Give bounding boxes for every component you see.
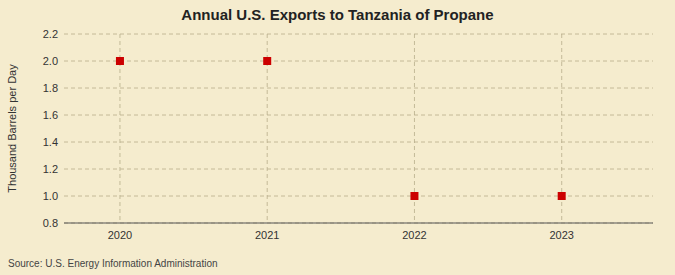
point <box>558 192 566 200</box>
grid <box>64 34 653 223</box>
y-tick-label: 1.0 <box>43 190 58 202</box>
y-tick-label: 1.4 <box>43 136 58 148</box>
grid-line-y <box>64 34 653 35</box>
y-tick-label: 2.0 <box>43 55 58 67</box>
x-tick-label: 2021 <box>255 229 279 241</box>
grid-line-y <box>64 115 653 116</box>
grid-line-y <box>64 61 653 62</box>
y-tick-label: 1.2 <box>43 163 58 175</box>
source: Source: U.S. Energy Information Administ… <box>8 258 218 269</box>
y-tick-label: 0.8 <box>43 217 58 229</box>
title: Annual U.S. Exports to Tanzania of Propa… <box>181 6 493 23</box>
x-tick-label: 2022 <box>402 229 426 241</box>
x-axis-line <box>64 223 653 224</box>
y-tick-label: 2.2 <box>43 28 58 40</box>
grid-line-y <box>64 169 653 170</box>
axes-labels: 2020 2021 2022 2023 0.8 1.0 1.2 1.4 1.6 1.8 2.0 2.2 <box>43 28 574 241</box>
y-axis-label: Thousand Barrels per Day <box>6 64 18 193</box>
x-tick-label: 2023 <box>549 229 573 241</box>
grid-line-y <box>64 223 653 224</box>
point <box>263 57 271 65</box>
chart-svg: 2020 2021 2022 2023 0.8 1.0 1.2 1.4 1.6 1.8 2.0 2.2… <box>0 0 675 275</box>
y-tick-label: 1.6 <box>43 109 58 121</box>
background <box>0 0 675 275</box>
y-tick-label: 1.8 <box>43 82 58 94</box>
grid-line-y <box>64 142 653 143</box>
grid-line-y <box>64 88 653 89</box>
point <box>116 57 124 65</box>
points <box>116 57 566 200</box>
point <box>410 192 418 200</box>
x-tick-label: 2020 <box>108 229 132 241</box>
chart-container: 2020 2021 2022 2023 0.8 1.0 1.2 1.4 1.6 1.8 2.0 2.2… <box>0 0 675 275</box>
